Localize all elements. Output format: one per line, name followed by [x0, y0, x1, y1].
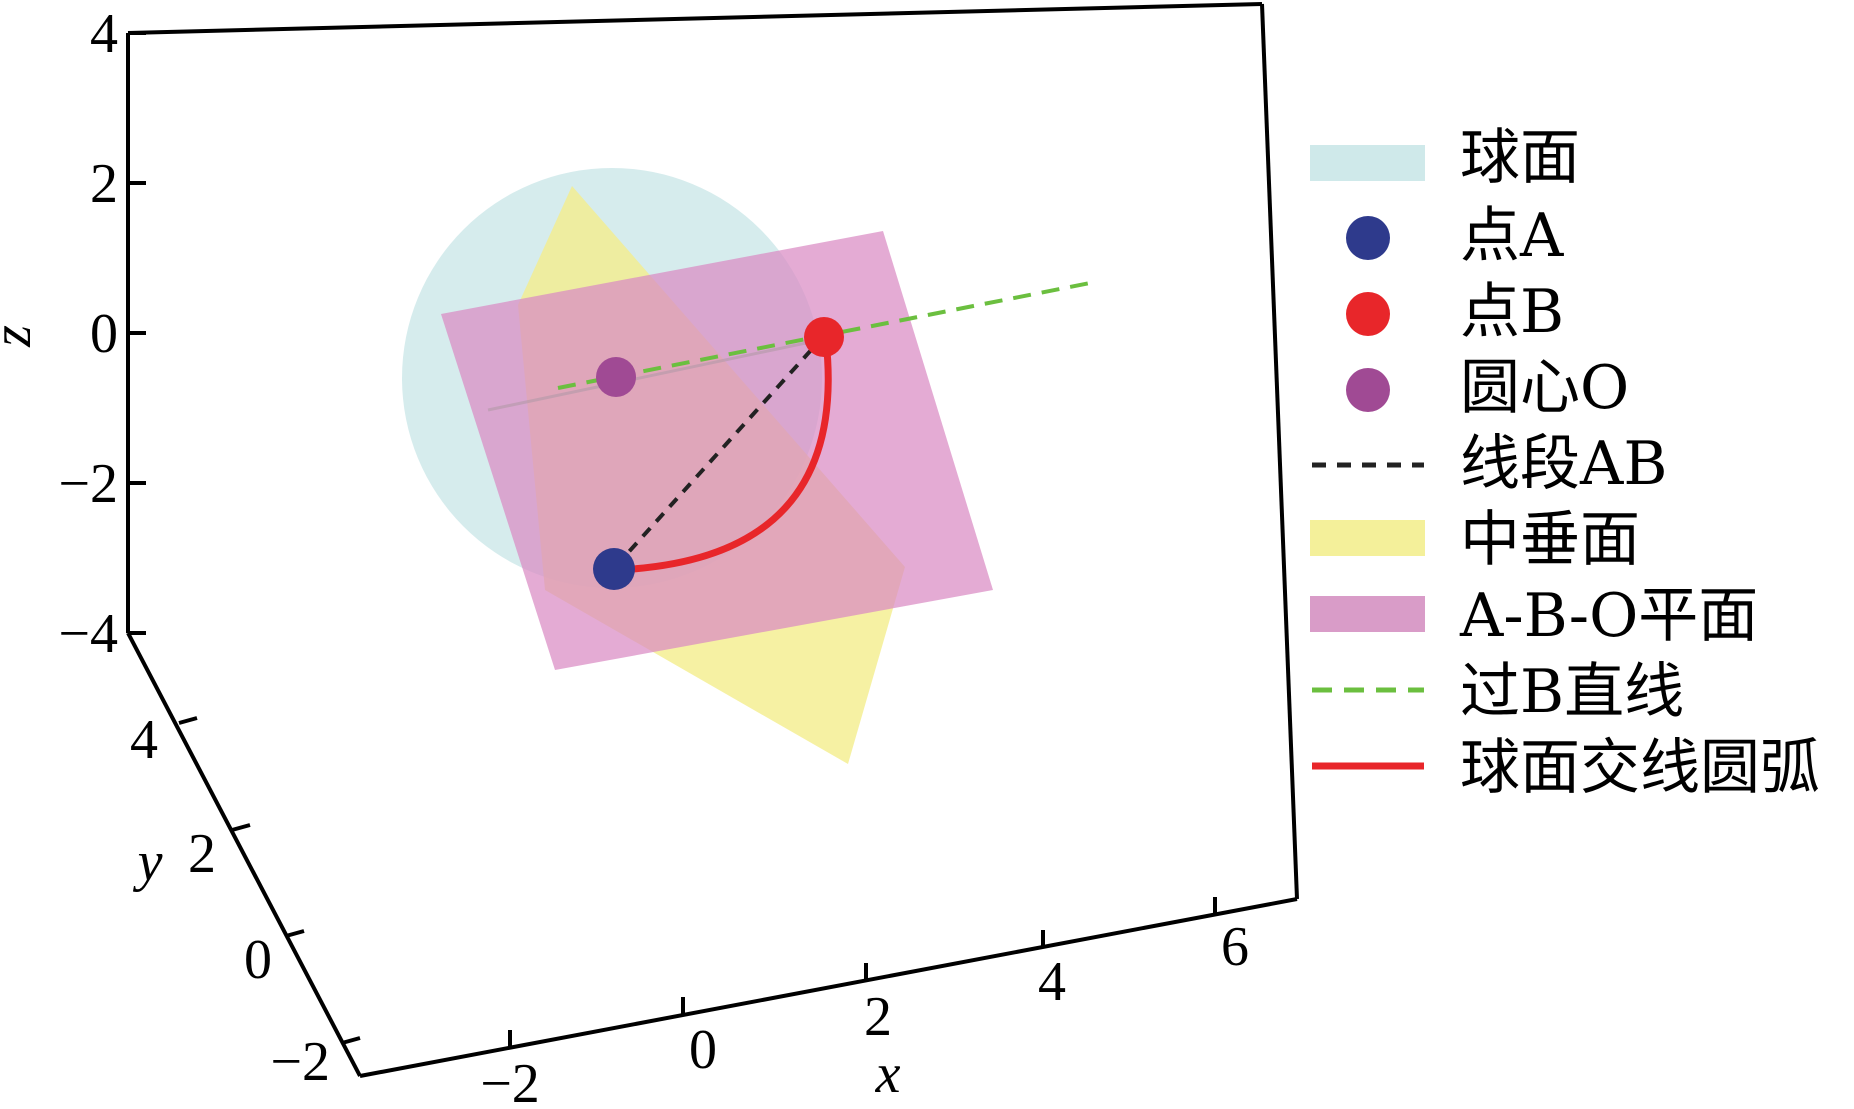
- legend-label: 点B: [1460, 277, 1564, 347]
- legend: 球面 点A 点B 圆心O 线段AB 中垂面 A-B-O平面 过B直线 球面交线圆…: [1310, 123, 1820, 803]
- point-b-marker: [804, 317, 844, 357]
- abo-plane: [441, 231, 993, 670]
- y-axis-line: [126, 632, 362, 1077]
- sphere-equator-trace: [487, 338, 821, 412]
- x-axis-label: x: [875, 1043, 901, 1105]
- y-tick-label: 4: [130, 709, 158, 771]
- point-a-marker: [593, 548, 635, 590]
- legend-label: 球面交线圆弧: [1460, 733, 1820, 803]
- center-o-marker: [596, 357, 636, 397]
- legend-swatch-abo-plane: [1310, 596, 1425, 632]
- z-tick-label: −4: [58, 603, 118, 665]
- legend-label: 球面: [1460, 123, 1580, 193]
- x-tick-label: 6: [1221, 916, 1249, 978]
- x-tick-label: 0: [689, 1019, 717, 1081]
- y-tick-label: 2: [188, 823, 216, 885]
- legend-swatch-point-a: [1346, 216, 1390, 260]
- scene: [402, 168, 1091, 764]
- legend-label: 点A: [1460, 201, 1564, 271]
- y-tick-label: −2: [270, 1031, 330, 1093]
- x-tick-label: −2: [480, 1053, 540, 1109]
- y-tick: [285, 929, 305, 938]
- z-tick-label: 4: [90, 3, 118, 65]
- frame-right-vertical: [1260, 3, 1299, 900]
- y-axis-label: y: [133, 831, 163, 893]
- legend-label: 过B直线: [1460, 657, 1684, 727]
- legend-swatch-center-o: [1346, 368, 1390, 412]
- y-tick: [231, 823, 251, 832]
- intersection-arc: [615, 339, 832, 574]
- legend-label: 中垂面: [1460, 505, 1640, 575]
- legend-swatch-sphere: [1310, 145, 1425, 181]
- y-tick: [178, 716, 198, 725]
- legend-label: 圆心O: [1460, 353, 1629, 423]
- z-tick-labels: 4 2 0 −2 −4: [58, 3, 118, 665]
- legend-label: A-B-O平面: [1459, 581, 1758, 651]
- legend-swatch-point-b: [1346, 292, 1390, 336]
- z-tick-label: −2: [58, 453, 118, 515]
- x-tick-labels: −2 0 2 4 6: [480, 916, 1249, 1109]
- z-axis-label: z: [0, 325, 43, 348]
- legend-swatch-bisector: [1310, 520, 1425, 556]
- ticks: [128, 31, 1217, 1048]
- z-tick-label: 2: [90, 153, 118, 215]
- legend-label: 线段AB: [1460, 429, 1667, 499]
- y-tick: [341, 1036, 361, 1045]
- z-tick-label: 0: [90, 303, 118, 365]
- y-tick-labels: 4 2 0 −2: [130, 709, 330, 1093]
- frame-back-top: [127, 2, 1263, 35]
- x-axis-line: [359, 897, 1298, 1078]
- y-tick-label: 0: [244, 929, 272, 991]
- x-tick-label: 2: [864, 986, 892, 1048]
- x-tick-label: 4: [1038, 951, 1066, 1013]
